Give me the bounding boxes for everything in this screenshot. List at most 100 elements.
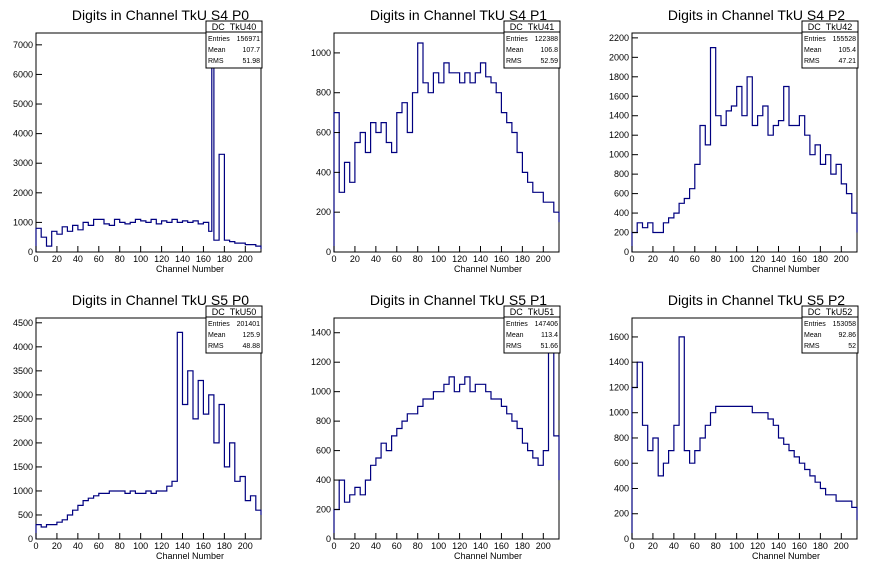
stats-mean-label: Mean xyxy=(506,47,524,54)
x-tick-label: 140 xyxy=(473,541,488,551)
x-tick-label: 160 xyxy=(494,541,509,551)
y-tick-label: 1200 xyxy=(609,130,629,140)
x-tick-label: 80 xyxy=(711,541,721,551)
x-tick-label: 0 xyxy=(629,254,634,264)
plot-frame xyxy=(631,32,858,253)
x-tick-label: 20 xyxy=(350,254,360,264)
histogram-series xyxy=(631,47,858,252)
x-tick-label: 80 xyxy=(413,254,423,264)
y-tick-label: 400 xyxy=(614,483,629,493)
x-tick-label: 120 xyxy=(452,541,467,551)
y-tick-label: 0 xyxy=(28,247,33,257)
x-tick-label: 140 xyxy=(771,541,786,551)
x-tick-label: 200 xyxy=(238,541,253,551)
stats-mean-label: Mean xyxy=(804,47,822,54)
x-tick-label: 40 xyxy=(73,254,83,264)
x-tick-label: 80 xyxy=(413,541,423,551)
stats-name: DC_TkU50 xyxy=(212,307,257,317)
x-tick-label: 100 xyxy=(729,541,744,551)
stats-rms-value: 48.88 xyxy=(242,343,260,350)
y-tick-label: 1400 xyxy=(609,111,629,121)
stats-entries-value: 156971 xyxy=(237,36,260,43)
y-tick-label: 1000 xyxy=(13,217,33,227)
y-tick-label: 1600 xyxy=(609,91,629,101)
x-tick-label: 180 xyxy=(515,541,530,551)
stats-box: DC_TkU40 Entries 156971 Mean 107.7 RMS 51.98 xyxy=(205,20,263,69)
y-tick-label: 1000 xyxy=(311,387,331,397)
histogram-panel-1: Digits in Channel TkU S4 P0 0 20 40 60 80 100 1… xyxy=(13,7,263,274)
stats-box: DC_TkU52 Entries 153058 Mean 92.86 RMS 52 xyxy=(801,305,859,354)
chart-title: Digits in Channel TkU S4 P1 xyxy=(370,7,547,23)
stats-mean-value: 125.9 xyxy=(242,332,260,339)
stats-name: DC_TkU51 xyxy=(510,307,555,317)
y-tick-label: 1200 xyxy=(311,357,331,367)
stats-box-frame xyxy=(205,305,263,354)
y-tick-label: 3500 xyxy=(13,366,33,376)
stats-name: DC_TkU42 xyxy=(808,22,853,32)
histogram-panel-5: Digits in Channel TkU S5 P1 0 20 40 60 80 100 1… xyxy=(311,292,561,561)
chart-title: Digits in Channel TkU S5 P1 xyxy=(370,292,547,308)
y-tick-label: 400 xyxy=(316,167,331,177)
stats-entries-label: Entries xyxy=(506,321,528,328)
stats-entries-label: Entries xyxy=(804,36,826,43)
x-tick-label: 200 xyxy=(238,254,253,264)
y-tick-label: 2000 xyxy=(13,188,33,198)
y-tick-label: 200 xyxy=(316,207,331,217)
histogram-series xyxy=(333,42,560,252)
stats-entries-value: 147406 xyxy=(535,321,558,328)
x-tick-label: 160 xyxy=(196,541,211,551)
y-tick-label: 1000 xyxy=(609,408,629,418)
x-tick-label: 20 xyxy=(52,254,62,264)
x-tick-label: 40 xyxy=(371,541,381,551)
stats-rms-value: 47.21 xyxy=(838,58,856,65)
x-tick-label: 60 xyxy=(94,254,104,264)
x-tick-label: 160 xyxy=(792,541,807,551)
x-tick-label: 180 xyxy=(217,254,232,264)
y-tick-label: 2000 xyxy=(13,438,33,448)
x-tick-label: 140 xyxy=(473,254,488,264)
x-tick-label: 100 xyxy=(133,541,148,551)
y-tick-label: 0 xyxy=(624,534,629,544)
y-tick-label: 4500 xyxy=(13,318,33,328)
stats-box: DC_TkU42 Entries 155528 Mean 105.4 RMS 47.21 xyxy=(801,20,859,69)
stats-rms-value: 51.66 xyxy=(540,343,558,350)
x-tick-label: 60 xyxy=(690,254,700,264)
x-tick-label: 200 xyxy=(834,254,849,264)
y-tick-label: 0 xyxy=(326,247,331,257)
x-axis-title: Channel Number xyxy=(454,551,522,561)
x-tick-label: 100 xyxy=(431,541,446,551)
stats-entries-value: 153058 xyxy=(833,321,856,328)
chart-title: Digits in Channel TkU S4 P0 xyxy=(72,7,249,23)
y-tick-label: 800 xyxy=(316,88,331,98)
stats-name: DC_TkU40 xyxy=(212,22,257,32)
x-tick-label: 0 xyxy=(629,541,634,551)
x-tick-label: 0 xyxy=(331,541,336,551)
y-tick-label: 400 xyxy=(614,208,629,218)
histogram-series xyxy=(333,346,560,539)
x-tick-label: 100 xyxy=(729,254,744,264)
stats-box-frame xyxy=(801,20,859,69)
x-tick-label: 100 xyxy=(431,254,446,264)
y-tick-label: 1200 xyxy=(609,382,629,392)
stats-box-frame xyxy=(801,305,859,354)
stats-entries-label: Entries xyxy=(208,321,230,328)
x-tick-label: 120 xyxy=(452,254,467,264)
histogram-series xyxy=(631,336,858,539)
y-tick-label: 0 xyxy=(28,534,33,544)
y-tick-label: 0 xyxy=(326,534,331,544)
y-tick-label: 200 xyxy=(614,509,629,519)
plot-frame xyxy=(35,32,262,253)
x-tick-label: 160 xyxy=(494,254,509,264)
y-tick-label: 3000 xyxy=(13,158,33,168)
stats-rms-value: 51.98 xyxy=(242,58,260,65)
x-axis-title: Channel Number xyxy=(454,264,522,274)
stats-entries-label: Entries xyxy=(208,36,230,43)
x-tick-label: 180 xyxy=(813,541,828,551)
y-tick-label: 800 xyxy=(614,169,629,179)
y-tick-label: 1000 xyxy=(311,48,331,58)
x-tick-label: 120 xyxy=(750,254,765,264)
y-tick-label: 6000 xyxy=(13,69,33,79)
x-tick-label: 60 xyxy=(392,541,402,551)
y-tick-label: 1500 xyxy=(13,462,33,472)
